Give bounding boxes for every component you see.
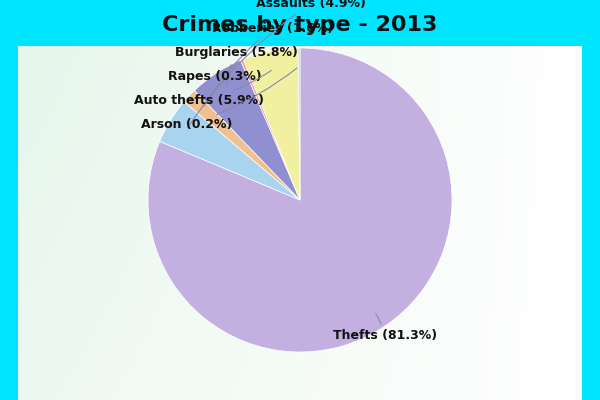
Wedge shape xyxy=(243,48,300,200)
Wedge shape xyxy=(298,48,300,200)
Wedge shape xyxy=(160,102,300,200)
Text: Arson (0.2%): Arson (0.2%) xyxy=(141,68,297,131)
Wedge shape xyxy=(194,60,300,200)
Text: Thefts (81.3%): Thefts (81.3%) xyxy=(333,314,437,342)
Text: Assaults (4.9%): Assaults (4.9%) xyxy=(187,0,366,128)
Text: Crimes by type - 2013: Crimes by type - 2013 xyxy=(163,15,437,35)
Wedge shape xyxy=(241,59,300,200)
Text: Robberies (1.6%): Robberies (1.6%) xyxy=(204,22,334,106)
Text: Rapes (0.3%): Rapes (0.3%) xyxy=(169,70,262,83)
Text: Auto thefts (5.9%): Auto thefts (5.9%) xyxy=(134,70,271,107)
Wedge shape xyxy=(148,48,452,352)
Wedge shape xyxy=(184,90,300,200)
Text: Burglaries (5.8%): Burglaries (5.8%) xyxy=(175,46,298,86)
